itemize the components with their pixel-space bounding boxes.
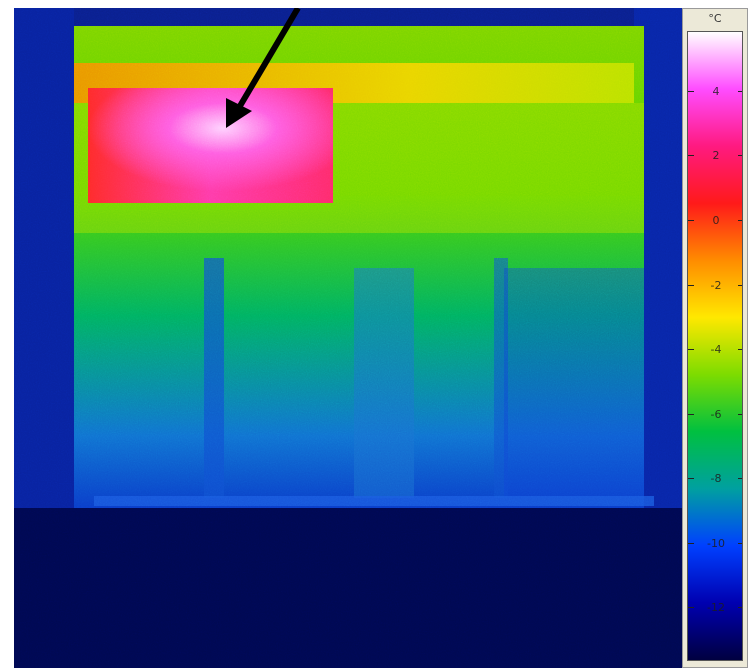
colorbar-tick-label: -6 xyxy=(710,407,722,421)
colorbar-tick-label: -4 xyxy=(710,343,722,357)
colorbar-tick: 2 xyxy=(688,149,742,163)
colorbar-tick: 0 xyxy=(688,214,742,228)
colorbar-tick-label: -12 xyxy=(707,601,725,615)
colorbar-tick-label: 2 xyxy=(712,149,720,163)
colorbar-tick-label: -10 xyxy=(707,536,725,550)
colorbar-tick: -6 xyxy=(688,407,742,422)
colorbar-tick-label: 4 xyxy=(712,84,720,98)
colorbar: 4 2 0 -2 -4 -6 -8 -10 -12 xyxy=(687,31,743,661)
colorbar-tick: -8 xyxy=(688,472,742,486)
colorbar-tick: 4 xyxy=(688,84,742,99)
colorbar-tick-label: -2 xyxy=(710,278,722,292)
colorbar-tick-label: -8 xyxy=(710,472,722,486)
thermal-image xyxy=(14,8,682,668)
colorbar-tick: -12 xyxy=(688,601,742,615)
colorbar-unit-label: °C xyxy=(708,12,722,25)
colorbar-panel: °C 4 2 0 -2 -4 -6 -8 -10 -12 xyxy=(682,8,748,668)
colorbar-tick-label: 0 xyxy=(712,214,720,227)
colorbar-tick: -10 xyxy=(688,536,742,551)
arrow-down-left-icon xyxy=(226,8,301,128)
colorbar-tick: -4 xyxy=(688,343,742,357)
colorbar-tick: -2 xyxy=(688,278,742,293)
